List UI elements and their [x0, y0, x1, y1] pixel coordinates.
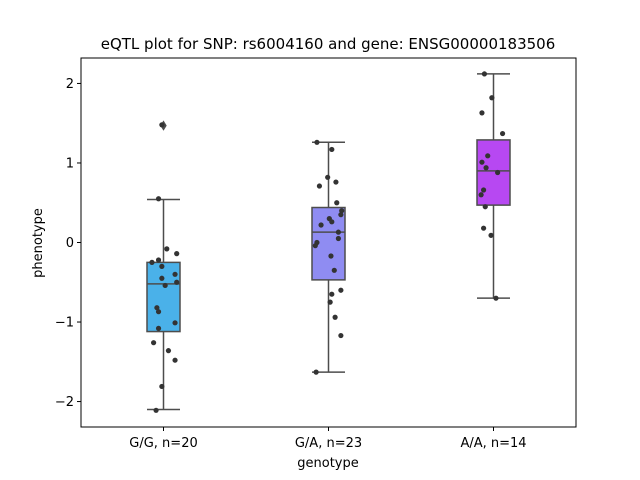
x-tick-label: G/G, n=20 [129, 436, 197, 451]
data-point [481, 187, 487, 193]
data-point [489, 95, 495, 101]
data-point [164, 246, 170, 252]
data-point [172, 357, 178, 363]
data-point [335, 235, 341, 242]
data-point [155, 309, 162, 315]
data-point [495, 169, 501, 176]
data-point [314, 139, 320, 145]
data-point [172, 271, 178, 277]
data-point [479, 159, 485, 165]
data-point [172, 320, 178, 326]
data-point [479, 110, 485, 116]
data-point [316, 183, 323, 189]
y-tick-label: −1 [55, 316, 74, 331]
data-point [149, 259, 155, 265]
data-point [329, 219, 335, 225]
y-axis-label: phenotype [31, 208, 46, 278]
data-point [333, 179, 339, 185]
x-tick-label: G/A, n=23 [295, 436, 362, 451]
box-group-1 [146, 120, 181, 413]
data-point [155, 196, 162, 202]
data-point [499, 130, 506, 137]
data-point [481, 71, 488, 77]
data-point [482, 204, 488, 210]
box-group-2 [311, 139, 346, 375]
data-point [159, 263, 165, 269]
data-point [483, 165, 489, 171]
x-tick-label: A/A, n=14 [460, 436, 526, 451]
data-point [335, 229, 341, 235]
plot-area: −2 −1 0 1 2 G/G, n=20 G/A, n=23 A/A, n=14 [55, 57, 577, 451]
data-point [312, 243, 318, 249]
data-point [481, 225, 487, 231]
data-point [318, 222, 324, 228]
data-point [155, 325, 162, 331]
data-point [334, 200, 340, 206]
x-axis-label: genotype [297, 456, 358, 471]
data-point [328, 253, 334, 259]
y-tick-label: 1 [66, 156, 74, 171]
data-point [155, 257, 162, 263]
data-point [325, 174, 331, 180]
data-point [162, 282, 168, 289]
data-point [159, 275, 165, 281]
data-point [488, 232, 494, 238]
data-point [485, 153, 491, 159]
data-point [159, 383, 165, 390]
data-point [165, 348, 172, 354]
chart-title: eQTL plot for SNP: rs6004160 and gene: E… [101, 35, 556, 53]
data-point [153, 407, 159, 413]
y-tick-label: −2 [55, 395, 74, 410]
data-point [159, 122, 165, 128]
data-point [174, 279, 180, 285]
data-point [339, 208, 345, 214]
data-point [338, 332, 344, 339]
data-point [327, 299, 333, 305]
data-point [154, 305, 160, 311]
data-point [174, 251, 180, 257]
data-point [331, 267, 337, 273]
box-group-3 [476, 71, 511, 301]
data-point [478, 192, 484, 198]
data-point [493, 295, 499, 301]
data-point [313, 369, 319, 375]
data-point [338, 287, 344, 293]
y-tick-label: 2 [66, 77, 74, 92]
data-point [332, 314, 338, 320]
data-point [151, 340, 157, 346]
y-tick-label: 0 [66, 236, 74, 251]
data-point [329, 146, 335, 153]
data-point [329, 291, 335, 297]
data-point [338, 212, 344, 218]
